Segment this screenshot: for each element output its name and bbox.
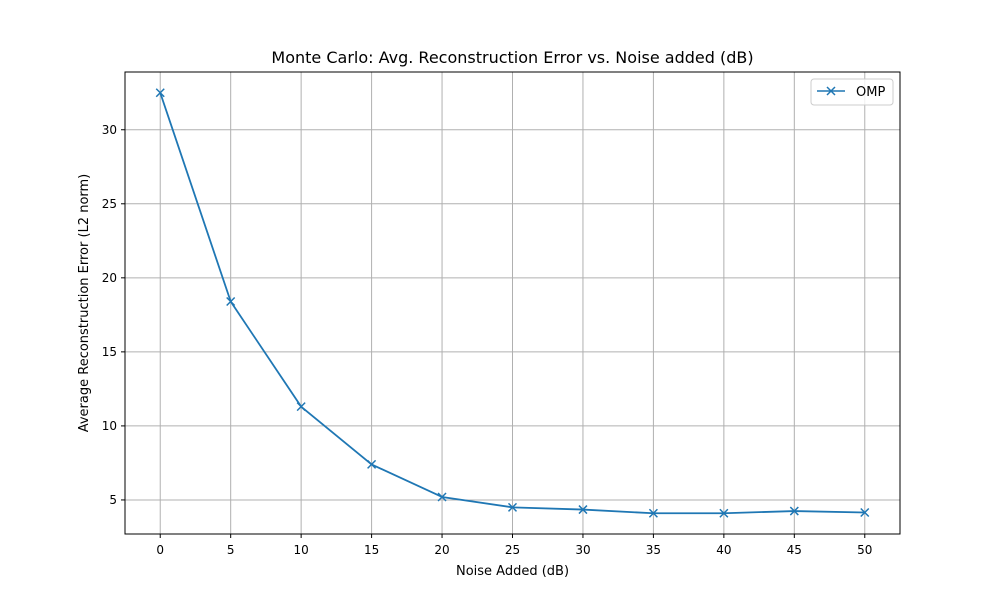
- legend-series-marker: [826, 86, 836, 96]
- data-point-marker: [719, 508, 729, 518]
- chart-title: Monte Carlo: Avg. Reconstruction Error v…: [271, 48, 753, 67]
- y-axis-label: Average Reconstruction Error (L2 norm): [77, 174, 92, 433]
- x-tick-label: 0: [156, 543, 164, 557]
- x-tick-label: 25: [505, 543, 520, 557]
- x-tick-label: 10: [293, 543, 308, 557]
- data-point-marker: [155, 88, 165, 98]
- x-tick-label: 20: [434, 543, 449, 557]
- data-point-marker: [578, 505, 588, 515]
- x-tick-label: 30: [575, 543, 590, 557]
- data-point-marker: [648, 508, 658, 518]
- data-point-marker: [860, 507, 870, 518]
- axis-ticks: 0 5 10 15 20 25 30 35 40 45 50 5 10 15 20 25 30: [102, 123, 873, 557]
- legend: OMP: [810, 78, 894, 106]
- data-point-marker: [437, 492, 447, 502]
- x-tick-label: 40: [716, 543, 731, 557]
- x-tick-label: 45: [787, 543, 802, 557]
- x-tick-label: 35: [646, 543, 661, 557]
- data-point-marker: [367, 459, 377, 469]
- data-point-marker: [226, 296, 236, 307]
- series-layer: [155, 88, 870, 518]
- x-tick-label: 50: [857, 543, 872, 557]
- y-tick-label: 5: [109, 493, 117, 507]
- data-point-marker: [507, 502, 518, 512]
- x-tick-label: 15: [364, 543, 379, 557]
- data-point-marker: [789, 506, 799, 516]
- y-tick-label: 20: [102, 271, 117, 285]
- grid: [125, 72, 900, 534]
- legend-marker-x: [826, 86, 836, 96]
- y-tick-label: 25: [102, 197, 117, 211]
- x-tick-label: 5: [227, 543, 235, 557]
- legend-box: [810, 78, 894, 106]
- y-tick-label: 15: [102, 345, 117, 359]
- data-point-marker: [296, 402, 306, 412]
- legend-series-label: OMP: [856, 85, 885, 100]
- y-tick-label: 10: [102, 419, 117, 433]
- x-axis-label: Noise Added (dB): [456, 564, 569, 579]
- y-tick-label: 30: [102, 123, 117, 137]
